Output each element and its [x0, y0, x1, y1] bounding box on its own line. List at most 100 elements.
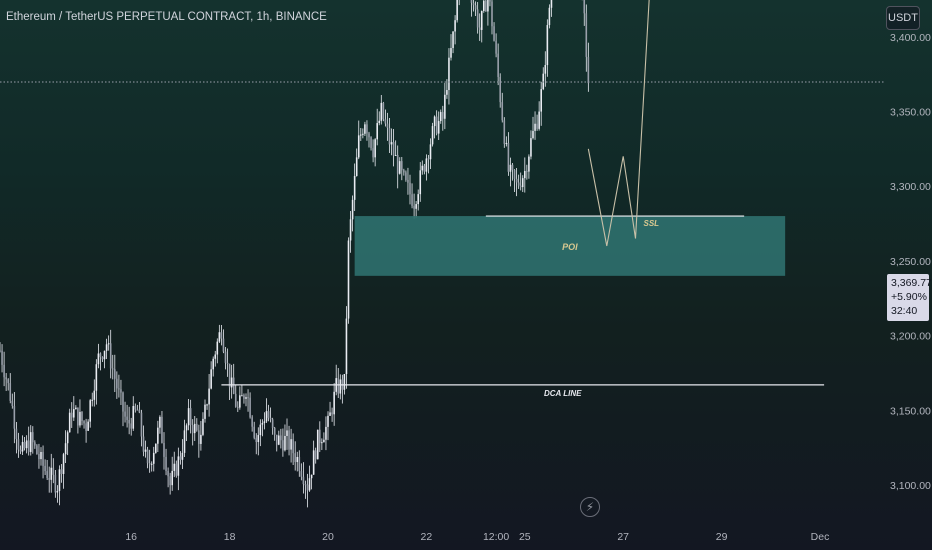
candle-body	[75, 407, 77, 410]
candle-body	[183, 430, 186, 453]
candle-body	[38, 454, 40, 460]
candle-body	[316, 429, 319, 460]
candle-body	[433, 116, 436, 127]
candle-body	[333, 391, 335, 415]
candle-body	[228, 363, 231, 388]
candle-body	[193, 423, 196, 434]
candle-body	[152, 452, 155, 464]
candle-body	[448, 57, 450, 91]
candle-body	[155, 443, 157, 453]
candle-body	[58, 469, 61, 491]
poi-zone[interactable]	[354, 216, 786, 276]
currency-button[interactable]: USDT	[886, 6, 920, 30]
candle-body	[68, 412, 71, 433]
candle-body	[0, 350, 1, 352]
candle-body	[390, 142, 393, 145]
candle-body	[472, 2, 475, 6]
candle-body	[310, 474, 313, 479]
candle-body	[237, 406, 239, 408]
symbol-title[interactable]: Ethereum / TetherUS PERPETUAL CONTRACT, …	[6, 11, 327, 23]
candle-body	[388, 127, 391, 145]
candle-body	[132, 406, 135, 429]
candle-body	[173, 463, 176, 471]
candle-body	[206, 404, 208, 406]
candle-body	[234, 393, 237, 407]
candle-body	[386, 123, 389, 128]
projection-path[interactable]	[587, 0, 666, 247]
candle-body	[118, 388, 120, 390]
x-tick-label: 22	[421, 531, 433, 543]
candle-body	[208, 388, 210, 405]
candle-body	[150, 463, 153, 465]
candle-body	[284, 435, 286, 451]
candle-body	[503, 120, 506, 144]
candle-body	[489, 0, 491, 2]
candle-body	[13, 406, 16, 429]
candle-body	[425, 158, 428, 172]
candle-body	[81, 411, 83, 422]
candle-body	[401, 161, 403, 171]
candle-body	[19, 449, 22, 452]
candle-body	[265, 411, 268, 422]
candle-body	[175, 463, 178, 476]
candle-body	[101, 357, 104, 360]
candle-body	[280, 435, 282, 441]
y-tick-label: 3,250.00	[890, 256, 931, 268]
candle-body	[95, 364, 98, 391]
candle-body	[177, 456, 180, 476]
lightning-bolt-icon[interactable]: ⚡︎	[580, 497, 600, 517]
candle-body	[509, 164, 512, 172]
candle-body	[138, 409, 141, 413]
candle-body	[140, 412, 143, 437]
candle-body	[483, 0, 485, 11]
candle-body	[165, 456, 167, 471]
candle-body	[87, 421, 89, 431]
candle-body	[273, 427, 276, 435]
candle-body	[519, 185, 522, 188]
candle-body	[327, 415, 329, 427]
candle-body	[187, 408, 190, 426]
candle-body	[534, 123, 536, 131]
candle-body	[296, 456, 299, 463]
candle-body	[497, 53, 499, 77]
candle-body	[366, 124, 368, 134]
candle-body	[513, 170, 516, 179]
candle-body	[290, 439, 292, 450]
candle-body	[130, 423, 132, 429]
candle-body	[124, 411, 126, 417]
candle-body	[587, 56, 590, 84]
candle-body	[25, 440, 28, 449]
candle-body	[107, 343, 110, 345]
candle-body	[247, 397, 249, 399]
y-tick-label: 3,100.00	[890, 480, 931, 492]
current-price-value: 3,369.77	[891, 277, 932, 289]
candle-body	[15, 428, 18, 440]
candle-body	[146, 449, 149, 464]
candle-body	[216, 341, 219, 355]
candle-body	[218, 332, 221, 342]
x-tick-label: 27	[617, 531, 629, 543]
candle-body	[11, 400, 14, 407]
candle-body	[189, 408, 192, 425]
candle-body	[52, 467, 55, 475]
candle-body	[185, 425, 188, 431]
candle-body	[532, 130, 534, 139]
candle-body	[239, 395, 241, 408]
x-tick-label: 20	[322, 531, 334, 543]
candle-body	[64, 443, 67, 455]
candle-body	[306, 484, 309, 491]
candle-body	[524, 170, 526, 179]
y-tick-label: 3,300.00	[890, 181, 931, 193]
candle-body	[351, 199, 354, 220]
candle-body	[380, 102, 383, 121]
candle-body	[179, 456, 182, 460]
candle-body	[97, 353, 100, 365]
candle-body	[403, 170, 405, 173]
candle-body	[384, 119, 387, 124]
candle-body	[220, 332, 223, 339]
candle-body	[431, 126, 434, 145]
candle-body	[325, 426, 327, 440]
candle-body	[437, 121, 440, 134]
candle-body	[521, 178, 524, 188]
